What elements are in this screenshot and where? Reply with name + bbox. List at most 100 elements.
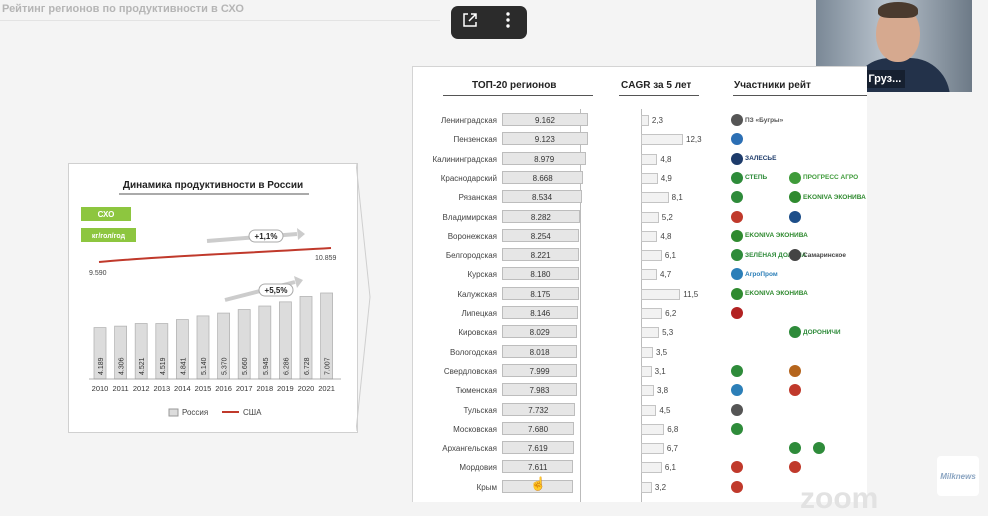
table-row: Курская 8.180 4,7 <box>413 265 867 283</box>
zalesie-logo-text: ЗАЛЕСЬЕ <box>745 155 777 163</box>
unit-label: кг/гол/год <box>92 233 126 240</box>
agroprom-logo-text: АгроПром <box>745 270 778 278</box>
growth-pill-bottom <box>258 283 294 297</box>
cagr-value: 5,2 <box>661 212 673 222</box>
region-name: Мордовия <box>459 463 497 473</box>
sverdlovsk-logo-mark <box>731 364 743 377</box>
cagr-value: 4,8 <box>660 154 672 164</box>
productivity-bar <box>502 460 574 474</box>
russia-bar-label-2011: 4.306 <box>119 357 126 375</box>
year-label-2016: 2016 <box>215 384 232 393</box>
russia-bar-label-2014: 4.841 <box>180 357 187 375</box>
penza-logo <box>731 133 743 146</box>
table-row: Московская 7.680 6,8 <box>413 420 867 438</box>
table-row: Мордовия 7.611 6,1 <box>413 458 867 476</box>
zelenaya-logo: ЗЕЛЁНАЯ ДОЛИНА <box>731 249 806 262</box>
growth-pill-top <box>248 229 284 243</box>
russia-bar-label-2021: 7.007 <box>325 357 332 375</box>
cagr-bar <box>641 385 654 397</box>
cagr-bar <box>641 115 649 126</box>
step-logo: СТЕПЬ <box>731 171 767 184</box>
productivity-value: 8.254 <box>530 231 551 241</box>
table-row: Владимирская 8.282 5,2 <box>413 208 867 226</box>
bugry-logo-mark <box>731 114 743 126</box>
productivity-value: 8.534 <box>532 193 553 203</box>
skho-box <box>81 207 131 221</box>
mordovia-logo-mark <box>731 461 743 474</box>
table-row: Крым 3,2 <box>413 478 867 496</box>
productivity-bar <box>502 248 580 262</box>
table-row: Архангельская 7.619 6,7 <box>413 439 867 457</box>
russia-bar-label-2020: 6.728 <box>304 357 311 375</box>
productivity-bar <box>502 325 578 339</box>
productivity-value: 7.732 <box>528 405 549 415</box>
popout-button[interactable] <box>451 6 489 39</box>
region-name: Калужская <box>457 289 497 299</box>
more-vertical-icon <box>506 12 510 33</box>
year-label-2013: 2013 <box>153 384 170 393</box>
cagr-bar <box>641 192 669 204</box>
ekoniva-logo-text: EKONIVA ЭКОНИВА <box>745 232 808 240</box>
crimea-logo-mark <box>731 480 743 493</box>
cagr-value: 8,1 <box>671 193 683 203</box>
ekoniva-logo-text: EKONIVA ЭКОНИВА <box>745 290 808 298</box>
year-label-2017: 2017 <box>236 384 253 393</box>
russia-bar-label-2018: 5.945 <box>263 357 270 375</box>
cagr-value: 6,7 <box>666 444 678 454</box>
year-label-2011: 2011 <box>113 384 129 393</box>
slide-title: Рейтинг регионов по продуктивности в СХО <box>2 3 244 15</box>
cagr-bar <box>641 443 664 455</box>
mordovia-logo-2-mark <box>789 461 801 474</box>
cagr-bar <box>641 308 663 319</box>
productivity-bar <box>502 170 584 184</box>
region-name: Пензенская <box>453 135 497 145</box>
region-name: Ленинградская <box>441 116 497 125</box>
russia-bar-label-2017: 5.660 <box>242 357 249 375</box>
region-name: Крым <box>476 482 497 492</box>
cagr-value: 4,5 <box>659 405 671 415</box>
productivity-value: 9.123 <box>534 135 555 145</box>
productivity-bar <box>502 132 588 146</box>
arkhangelsk-logo <box>789 442 801 455</box>
legend-russia-label: Россия <box>182 408 208 417</box>
table-row: Тульская 7.732 4,5 <box>413 401 867 419</box>
productivity-value: 7.999 <box>529 366 550 376</box>
zoom-watermark: zoom <box>800 482 879 515</box>
year-label-2014: 2014 <box>174 384 191 393</box>
zalesie-logo-mark <box>731 152 743 165</box>
year-label-2012: 2012 <box>133 384 150 393</box>
top20-axis-line <box>580 109 581 502</box>
cagr-header: CAGR за 5 лет <box>621 80 692 91</box>
year-label-2010: 2010 <box>92 384 109 393</box>
legend-russia-swatch <box>168 408 179 417</box>
mordovia-logo <box>731 461 743 474</box>
tula-logo-mark <box>731 403 743 416</box>
table-row: Рязанская 8.534 8,1 <box>413 188 867 206</box>
ekoniva-logo-text: EKONIVA ЭКОНИВА <box>803 193 866 201</box>
table-row: Кировская 8.029 5,3 <box>413 323 867 341</box>
productivity-bar <box>502 441 574 455</box>
ekoniva-logo: EKONIVA ЭКОНИВА <box>731 287 808 300</box>
doronichi-logo-mark <box>789 326 801 339</box>
year-label-2019: 2019 <box>277 384 294 393</box>
vladimir-logo-mark <box>731 210 743 223</box>
region-name: Краснодарский <box>440 173 497 183</box>
productivity-value: 8.029 <box>529 328 550 338</box>
sverdlovsk-logo <box>731 364 743 377</box>
russia-bar-label-2010: 4.189 <box>98 357 105 375</box>
cagr-bar <box>641 365 652 377</box>
more-options-button[interactable] <box>489 6 527 39</box>
productivity-bar <box>502 113 588 126</box>
agroprom-logo-mark <box>731 268 743 281</box>
regions-ranking-table: ТОП-20 регионов CAGR за 5 лет Участники … <box>412 66 867 502</box>
region-name: Архангельская <box>442 444 497 454</box>
cagr-value: 6,1 <box>664 251 676 261</box>
progress-logo: ПРОГРЕСС АГРО <box>789 171 858 184</box>
productivity-value: 8.221 <box>530 251 551 261</box>
usa-end-label: 10.859 <box>315 255 337 262</box>
cagr-value: 4,9 <box>660 173 672 183</box>
productivity-value: 7.619 <box>527 444 548 454</box>
cagr-axis-line <box>641 109 642 502</box>
vladimir-logo-2 <box>789 210 801 223</box>
ekoniva-logo: EKONIVA ЭКОНИВА <box>731 229 808 242</box>
